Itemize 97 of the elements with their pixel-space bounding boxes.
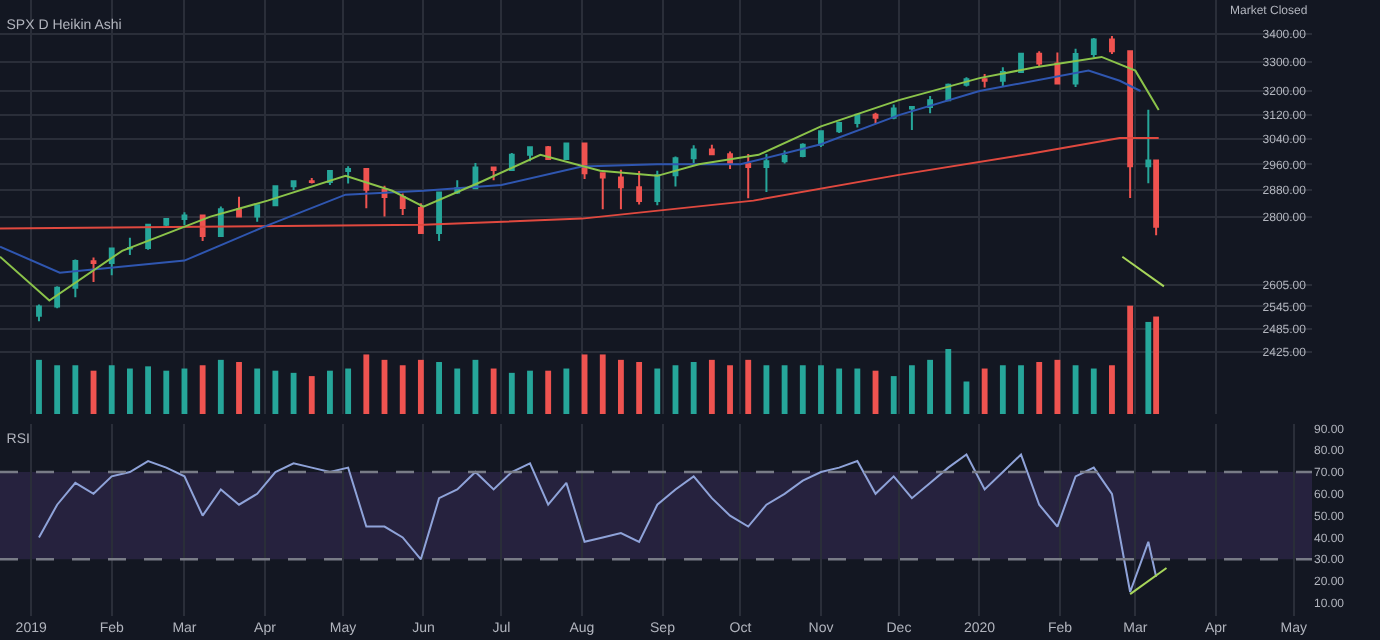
bar [708,359,715,414]
candlestick [181,211,188,227]
bar [72,365,79,414]
candlestick [745,152,752,200]
candlestick [872,111,879,125]
candlestick [90,256,97,283]
bar [108,365,115,414]
candlestick [236,195,242,218]
bar [999,365,1006,414]
candlestick [981,73,988,89]
candlestick [563,141,570,161]
line-series [0,55,1160,302]
bar [1145,321,1152,414]
candlestick [127,236,133,256]
candlestick [417,202,424,235]
candlestick [1018,52,1024,74]
bar [490,368,497,414]
bar [836,368,843,414]
candlestick [490,165,497,182]
candlestick [36,303,42,323]
line-series [37,453,1158,593]
candlestick [836,120,843,135]
bar [1109,365,1115,414]
bar [636,362,643,414]
bar [1036,362,1043,414]
bar [545,370,552,414]
candlestick [163,217,170,230]
bar [745,359,752,414]
bar [527,370,533,414]
bar [254,368,261,414]
bar [36,359,42,414]
bar [272,370,279,414]
bar [54,365,61,414]
bar [781,365,788,414]
bar [1127,305,1134,414]
candlestick [363,168,370,210]
bar [399,365,406,414]
bar [890,376,897,414]
candlestick [1145,108,1152,185]
bar [908,365,915,414]
bar [345,368,352,414]
bar [236,362,242,414]
bar [145,366,151,414]
bar [363,354,370,414]
bar [727,365,733,414]
bar [799,365,806,414]
bar [1018,365,1024,414]
bar [854,368,861,414]
candlestick [854,113,861,129]
bar [199,365,206,414]
bar [417,359,424,414]
bar [945,349,952,414]
candlestick [781,149,788,165]
bar [654,368,661,414]
candlestick [308,177,315,185]
candlestick [909,105,915,131]
candlestick [399,192,406,216]
bar [818,365,824,414]
bar [508,372,515,414]
candlestick [272,184,279,207]
candlestick [527,146,533,163]
candlestick [290,179,297,192]
bar [126,368,133,414]
bar [599,354,606,414]
candlestick [654,169,661,207]
candlestick [599,172,606,211]
bar [308,376,315,414]
candlestick [763,152,770,194]
bar [618,359,624,414]
bar [981,368,988,414]
bar [1090,368,1097,414]
candlestick [690,144,697,165]
candlestick [618,168,624,211]
candlestick [254,203,261,223]
bar [690,362,697,414]
line-series [0,69,1142,274]
bar [454,368,461,414]
candlestick [436,190,442,243]
candlestick [345,165,352,185]
bar [927,359,934,414]
candlestick [1153,159,1160,237]
bar [1153,316,1160,414]
candlestick [1127,50,1134,199]
bar [217,359,224,414]
candlestick [636,170,643,206]
bar [563,368,570,414]
bar [163,370,170,414]
candlestick [1036,50,1043,68]
bar [436,362,442,414]
bar [327,370,333,414]
line-series [0,137,1160,230]
candlestick [1109,34,1115,56]
bar [1072,365,1079,414]
candlestick [1090,37,1097,59]
bar [290,372,297,414]
candlestick [708,143,715,156]
bar [1054,359,1061,414]
